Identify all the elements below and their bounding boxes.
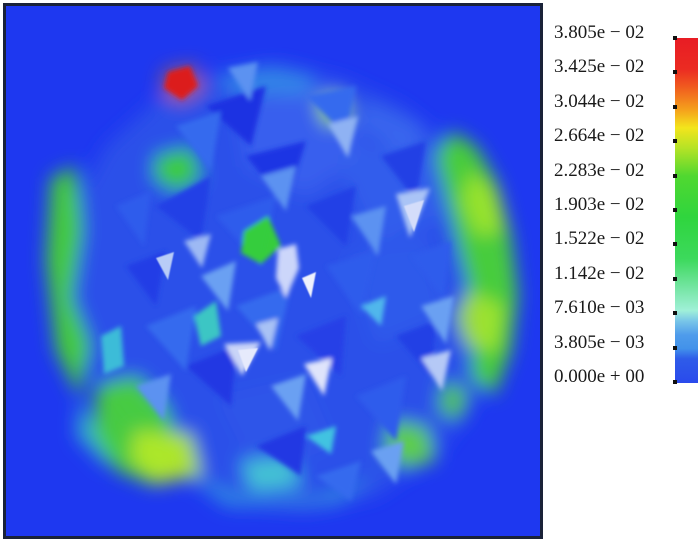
mesh-patch [216,376,336,476]
mesh-patch [184,234,211,268]
field-plot [6,6,540,536]
colorbar-tick-label: 2.283e − 02 [554,159,645,181]
field-layer-crisp [156,200,424,372]
mesh-patch [356,101,426,156]
colorbar-tick-label: 3.425e − 02 [554,56,645,78]
mesh-patch [256,426,306,476]
colorbar-gradient [675,38,698,383]
mesh-patch [361,296,386,326]
mesh-patch [351,206,386,256]
colorbar-tick [673,104,677,109]
mesh-patch [176,111,221,171]
mesh-patch [156,252,174,280]
mesh-patch [326,251,376,316]
colorbar-tick-label: 1.522e − 02 [554,228,645,250]
plot-frame [3,3,543,539]
mesh-patch [154,148,201,191]
mesh-patch [156,176,211,241]
mesh-patch [186,476,376,508]
mesh-patch [296,316,346,376]
colorbar-tick-label: 3.044e − 02 [554,90,645,112]
colorbar-tick [673,311,677,316]
mesh-patch [421,350,451,391]
mesh-patch [241,216,281,264]
legend-panel: 3.805e − 02 3.425e − 02 3.044e − 02 2.664e … [544,0,700,544]
mesh-patch [306,426,336,454]
mesh-patch [228,62,258,101]
field-layer-mid [101,62,454,501]
colorbar-tick-label: 0.000e + 00 [554,366,645,387]
mesh-patch [421,296,454,344]
mesh-patch [276,244,299,298]
mesh-patch [271,374,306,421]
mesh-patch [404,200,424,232]
mesh-patch [256,318,278,351]
mesh-patch [411,241,451,301]
mesh-patch [206,86,266,146]
colorbar-tick-label: 3.805e − 03 [554,331,645,353]
mesh-patch [131,431,201,484]
colorbar-tick [673,242,677,247]
mesh-patch [241,458,301,491]
mesh-patch [238,348,258,372]
colorbar-tick-label: 3.805e − 02 [554,22,645,43]
colorbar-tick [673,139,677,144]
colorbar-tick-label: 1.903e − 02 [554,194,645,215]
colorbar-tick [673,70,677,75]
mesh-patch [438,381,468,421]
mesh-patch [302,272,316,298]
mesh-patch [164,66,198,100]
colorbar-tick-label: 2.664e − 02 [554,125,645,147]
colorbar-tick [673,173,677,178]
mesh-patch [456,291,504,351]
colorbar-tick-label: 7.610e − 03 [554,297,645,319]
mesh-patch [381,141,426,201]
mesh-patch [261,166,296,211]
mesh-patch [116,191,151,246]
mesh-patch [126,251,166,306]
colorbar-tick [673,36,677,40]
mesh-patch [356,376,406,441]
mesh-patch [306,186,356,246]
colorbar-tick [673,208,677,212]
mesh-patch [146,306,196,371]
mesh-patch [194,301,221,346]
mesh-patch [186,346,236,406]
colorbar-tick [673,345,677,350]
colorbar-tick [673,276,677,281]
colorbar-tick [673,380,677,384]
mesh-patch [328,116,358,158]
mesh-patch [46,166,90,398]
mesh-patch [304,358,332,396]
mesh-patch [201,261,236,311]
mesh-patch [136,374,171,421]
mesh-patch [461,171,504,236]
mesh-patch [101,326,124,374]
mesh-patch [236,286,291,351]
mesh-patch [316,461,361,501]
mesh-patch [371,441,404,484]
colorbar-tick-label: 1.142e − 02 [554,262,645,284]
